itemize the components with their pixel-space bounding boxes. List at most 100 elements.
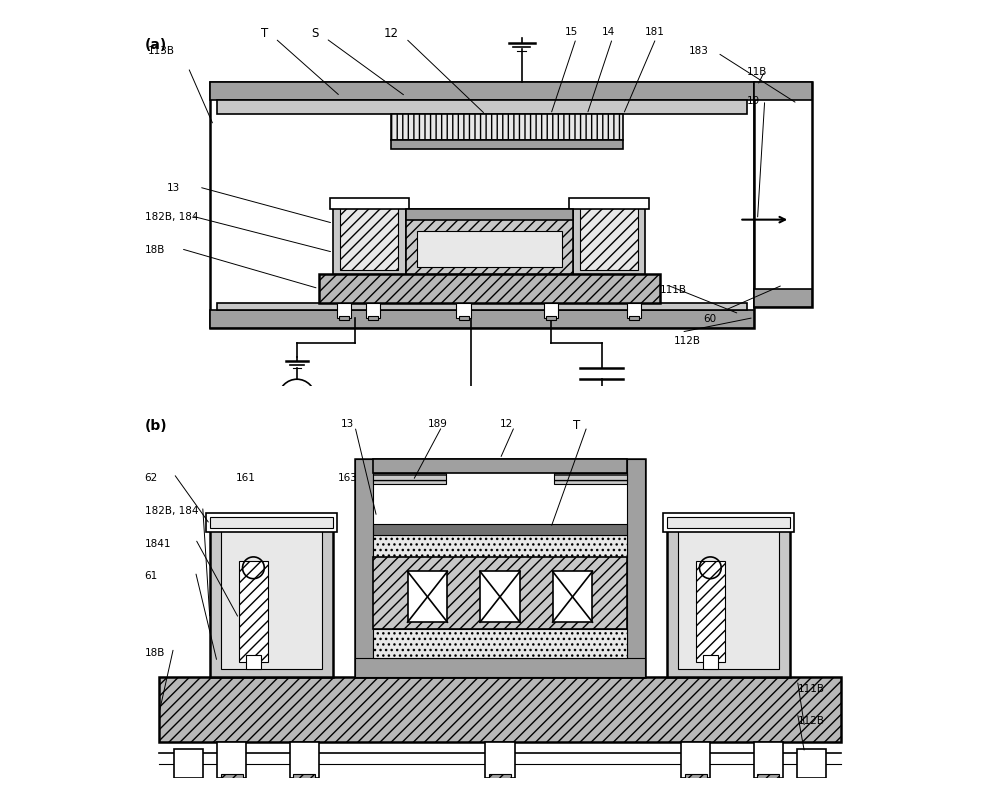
Bar: [696, 561, 725, 662]
Bar: [629, 316, 639, 320]
Bar: [406, 209, 573, 274]
Text: 61: 61: [145, 572, 158, 581]
Bar: [757, 774, 779, 794]
Bar: [373, 630, 627, 658]
Bar: [373, 535, 627, 557]
Bar: [319, 274, 660, 303]
Bar: [681, 742, 710, 778]
Bar: [678, 524, 779, 669]
Text: 189: 189: [427, 419, 447, 429]
Bar: [355, 658, 645, 676]
Text: 182B, 184: 182B, 184: [145, 506, 198, 516]
Bar: [210, 82, 754, 329]
Text: (a): (a): [145, 38, 167, 52]
Bar: [456, 303, 471, 318]
Bar: [685, 774, 707, 794]
Bar: [355, 459, 373, 676]
Bar: [489, 774, 511, 794]
Bar: [210, 517, 333, 528]
Text: 111B: 111B: [660, 285, 687, 295]
Bar: [667, 517, 790, 676]
Bar: [485, 742, 515, 778]
Text: 18B: 18B: [145, 245, 165, 255]
Bar: [293, 774, 315, 794]
Bar: [580, 205, 638, 271]
Text: 111B: 111B: [797, 684, 824, 694]
Bar: [480, 572, 520, 622]
Text: 183: 183: [689, 45, 708, 56]
Bar: [337, 303, 351, 318]
Text: 14: 14: [602, 28, 615, 37]
Bar: [754, 82, 812, 306]
Text: 112B: 112B: [797, 716, 824, 727]
Bar: [290, 742, 319, 778]
Text: 19: 19: [747, 96, 760, 106]
Bar: [554, 473, 627, 484]
Bar: [217, 100, 747, 114]
Bar: [217, 303, 747, 310]
Bar: [754, 742, 783, 778]
Bar: [544, 303, 558, 318]
Bar: [217, 742, 246, 778]
Bar: [373, 557, 627, 630]
Text: 60: 60: [703, 314, 716, 324]
Bar: [355, 459, 645, 676]
Bar: [366, 303, 380, 318]
Bar: [333, 202, 406, 274]
Bar: [667, 517, 790, 528]
Text: 112B: 112B: [674, 336, 701, 345]
Bar: [417, 230, 562, 267]
Text: 13: 13: [340, 419, 354, 429]
Text: 13: 13: [166, 183, 180, 194]
Bar: [406, 209, 573, 220]
Bar: [210, 517, 333, 676]
Bar: [373, 459, 627, 473]
Bar: [553, 572, 592, 622]
Text: 12: 12: [384, 28, 399, 40]
Text: 11B: 11B: [747, 67, 767, 77]
Text: 161: 161: [236, 473, 256, 484]
Bar: [797, 749, 826, 778]
Bar: [246, 655, 261, 669]
Bar: [340, 205, 398, 271]
Bar: [703, 655, 718, 669]
Text: 113B: 113B: [148, 45, 175, 56]
Bar: [330, 198, 409, 209]
Bar: [663, 514, 794, 531]
Bar: [373, 524, 627, 535]
Text: 181: 181: [645, 28, 665, 37]
Bar: [210, 82, 754, 100]
Bar: [279, 426, 315, 452]
Text: 62: 62: [145, 473, 158, 484]
Text: (b): (b): [145, 419, 167, 433]
Bar: [391, 114, 623, 140]
Text: 12: 12: [500, 419, 513, 429]
Bar: [408, 572, 447, 622]
Bar: [210, 310, 754, 329]
Text: T: T: [261, 28, 268, 40]
Bar: [239, 561, 268, 662]
Bar: [206, 514, 337, 531]
Bar: [627, 459, 645, 676]
Text: 162: 162: [563, 473, 582, 484]
Bar: [573, 202, 645, 274]
Text: 1841: 1841: [145, 539, 171, 549]
Bar: [339, 316, 349, 320]
Text: 163: 163: [338, 473, 358, 484]
Bar: [754, 288, 812, 306]
Bar: [627, 303, 641, 318]
Bar: [546, 316, 556, 320]
Bar: [754, 82, 812, 100]
Text: 15: 15: [565, 28, 579, 37]
Bar: [391, 140, 623, 148]
Bar: [221, 524, 322, 669]
Text: T: T: [573, 419, 580, 432]
Bar: [569, 198, 649, 209]
Bar: [159, 676, 841, 742]
Bar: [373, 473, 446, 484]
Bar: [459, 316, 469, 320]
Text: S: S: [311, 28, 319, 40]
Text: 18B: 18B: [145, 648, 165, 657]
Bar: [174, 749, 203, 778]
Bar: [221, 774, 243, 794]
